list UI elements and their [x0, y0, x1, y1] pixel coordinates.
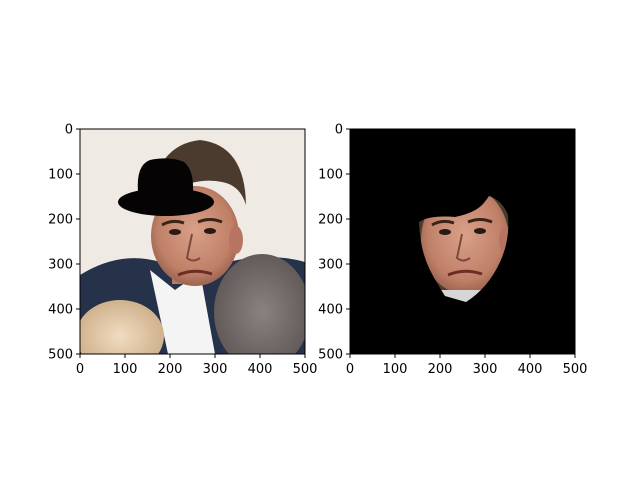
right-ytick-label: 400 [318, 303, 343, 318]
left-xtick-label: 300 [203, 362, 228, 377]
blurred-head-left [80, 300, 164, 354]
bowler-hat [118, 158, 214, 216]
left-ytick-label: 100 [48, 168, 73, 183]
right-xtick-label: 200 [428, 362, 453, 377]
left-axes-frame [79, 128, 306, 355]
left-ytick-label: 500 [48, 348, 73, 363]
right-xtick-label: 500 [563, 362, 588, 377]
right-ytick-label: 200 [318, 213, 343, 228]
blurred-head-right [214, 254, 305, 354]
left-xtick-label: 200 [158, 362, 183, 377]
right-xtick-label: 0 [346, 362, 354, 377]
right-xtick-label: 400 [518, 362, 543, 377]
right-xtick-label: 300 [473, 362, 498, 377]
left-image-panel [79, 128, 306, 355]
right-axes-frame [349, 128, 576, 355]
left-xtick-label: 500 [293, 362, 318, 377]
right-xtick-label: 100 [383, 362, 408, 377]
right-image-panel [349, 128, 576, 355]
left-ytick-label: 300 [48, 258, 73, 273]
left-xtick-label: 0 [76, 362, 84, 377]
left-xtick-label: 100 [113, 362, 138, 377]
white-shirt [150, 270, 215, 354]
right-ytick-label: 100 [318, 168, 343, 183]
left-xtick-label: 400 [248, 362, 273, 377]
right-ytick-label: 500 [318, 348, 343, 363]
right-ytick-label: 300 [318, 258, 343, 273]
left-ytick-label: 200 [48, 213, 73, 228]
left-ytick-label: 400 [48, 303, 73, 318]
left-ytick-label: 0 [65, 123, 73, 138]
right-ytick-label: 0 [335, 123, 343, 138]
